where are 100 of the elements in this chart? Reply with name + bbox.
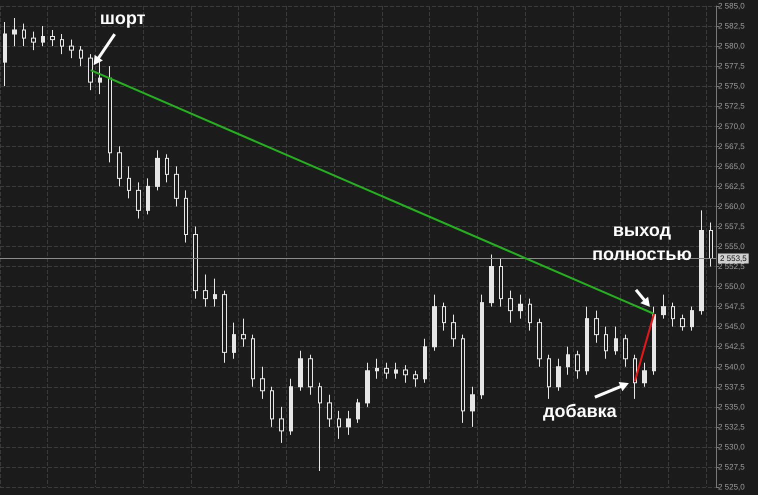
y-tick-label: 2 585,0 — [718, 2, 746, 10]
candlestick — [270, 386, 274, 428]
candlestick — [556, 358, 561, 392]
candlestick — [403, 364, 408, 384]
candlestick — [213, 278, 217, 308]
candlestick — [31, 31, 36, 51]
candlestick — [117, 146, 122, 187]
candlestick — [3, 22, 7, 87]
candlestick — [251, 334, 255, 388]
candlestick — [365, 362, 370, 408]
y-tick-label: 2 560,0 — [718, 202, 746, 211]
y-tick-label: 2 535,0 — [718, 402, 746, 412]
candlestick — [642, 362, 647, 388]
candlestick — [604, 326, 608, 360]
candlestick — [671, 302, 675, 328]
candlestick — [585, 306, 589, 376]
y-tick-label: 2 532,5 — [718, 422, 746, 432]
candlestick — [232, 322, 236, 360]
candlestick — [155, 150, 160, 191]
y-tick-label: 2 580,0 — [718, 42, 746, 51]
candlestick — [384, 362, 389, 380]
candlestick — [327, 394, 332, 428]
candlestick — [652, 306, 656, 376]
ref-line-label: 2 553,5 — [720, 254, 748, 264]
candlestick — [423, 338, 427, 384]
candlestick — [241, 318, 246, 348]
candlestick — [69, 39, 74, 59]
candlestick — [260, 366, 265, 400]
y-tick-label: 2 557,5 — [718, 222, 746, 231]
candlestick — [461, 334, 465, 424]
candlestick — [480, 294, 484, 400]
candlestick — [356, 398, 360, 424]
candlestick — [528, 298, 532, 332]
y-tick-label: 2 545,0 — [718, 322, 746, 332]
candlestick — [413, 370, 418, 388]
y-tick-label: 2 555,0 — [718, 242, 746, 251]
candlestick — [518, 294, 523, 320]
annotation: добавка — [543, 401, 618, 422]
candlestick — [547, 354, 551, 400]
candlestick — [470, 386, 475, 428]
y-tick-label: 2 537,5 — [718, 382, 746, 392]
candlestick — [337, 410, 341, 440]
candlestick — [41, 26, 45, 47]
candlestick — [298, 350, 303, 392]
y-tick-label: 2 542,5 — [718, 342, 746, 352]
annotation: шорт — [100, 8, 146, 28]
candlestick — [508, 290, 513, 324]
candlestick — [680, 314, 685, 332]
candlestick — [575, 350, 580, 380]
candlestick — [184, 190, 188, 243]
y-tick-label: 2 550,0 — [718, 282, 746, 292]
y-tick-label: 2 547,5 — [718, 302, 746, 312]
candlestick — [88, 54, 93, 91]
candlestick — [79, 46, 83, 67]
candlestick — [222, 290, 227, 364]
y-tick-label: 2 567,5 — [718, 142, 746, 151]
y-tick-label: 2 577,5 — [718, 62, 746, 71]
y-tick-label: 2 582,5 — [718, 22, 746, 31]
candlestick — [279, 406, 284, 444]
candlestick — [203, 274, 208, 308]
candlestick — [623, 334, 628, 368]
y-tick-label: 2 562,5 — [718, 182, 746, 191]
candlestick — [709, 222, 713, 268]
candlestick — [108, 66, 112, 163]
candlestick — [22, 23, 26, 47]
candlestick — [375, 358, 379, 380]
candlestick — [394, 362, 398, 380]
y-tick-label: 2 527,5 — [718, 462, 746, 472]
candlestick — [566, 346, 570, 376]
y-tick-label: 2 540,0 — [718, 362, 746, 372]
candlestick — [346, 410, 351, 436]
candlestick — [614, 326, 618, 356]
candlestick — [174, 166, 179, 207]
candlestick — [537, 318, 542, 368]
candlestick — [146, 178, 150, 215]
candlestick — [699, 210, 704, 316]
candlestick — [165, 154, 169, 183]
candlestick — [442, 302, 446, 332]
candlestick — [451, 314, 456, 348]
candlestick — [60, 34, 64, 55]
y-tick-label: 2 530,0 — [718, 442, 746, 452]
candlestick — [50, 30, 55, 47]
annotation: выход полностью — [592, 220, 692, 264]
y-tick-label: 2 525,0 — [718, 482, 746, 492]
candlestick — [12, 18, 17, 47]
candlestick — [193, 226, 198, 300]
y-tick-label: 2 552,5 — [718, 262, 746, 272]
candlestick — [432, 294, 437, 352]
y-tick-label: 2 575,0 — [718, 82, 746, 91]
candlestick — [127, 166, 131, 199]
y-tick-label: 2 565,0 — [718, 162, 746, 171]
candlestick — [661, 294, 666, 320]
candlestick — [289, 378, 293, 436]
candlestick — [489, 254, 494, 308]
candlestick — [308, 354, 313, 396]
candlestick — [690, 306, 694, 332]
y-tick-label: 2 570,0 — [718, 122, 746, 131]
y-tick-label: 2 572,5 — [718, 102, 746, 111]
candlestick — [499, 258, 503, 308]
candlestick — [136, 182, 141, 219]
